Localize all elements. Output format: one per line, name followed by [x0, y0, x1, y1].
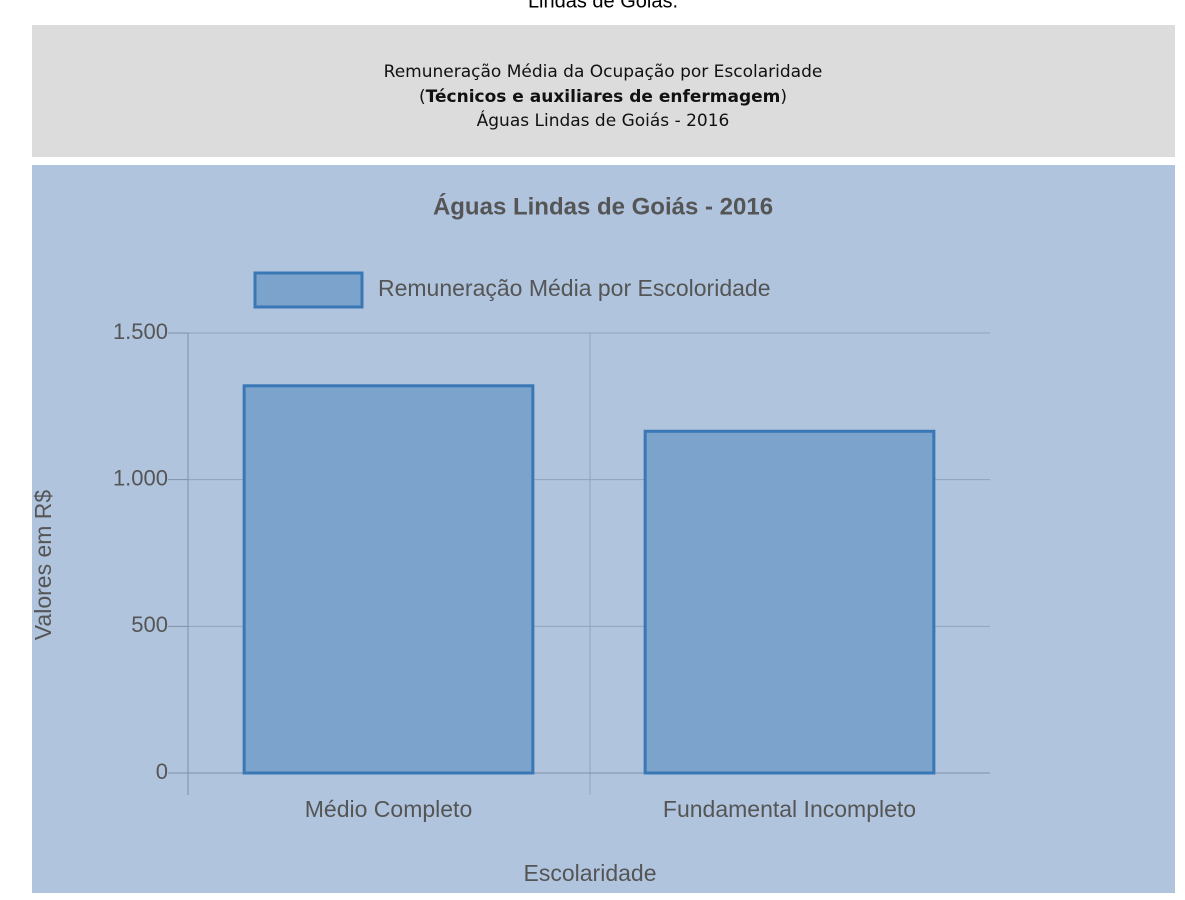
- header-line: Remuneração Média da Ocupação por Escola…: [384, 62, 823, 82]
- y-tick-label: 1.000: [113, 465, 168, 490]
- x-tick-label: Fundamental Incompleto: [663, 796, 916, 822]
- legend-label: Remuneração Média por Escoloridade: [378, 275, 771, 301]
- chart-panel: [32, 165, 1175, 893]
- occupation: Técnicos e auxiliares de enfermagem: [426, 87, 781, 107]
- paren: ): [780, 87, 787, 107]
- legend-swatch: [253, 271, 364, 309]
- x-axis-label: Escolaridade: [524, 860, 657, 886]
- header-box: [32, 25, 1175, 157]
- y-tick-label: 500: [131, 612, 168, 637]
- header-line: (Técnicos e auxiliares de enfermagem): [419, 87, 787, 107]
- y-tick-label: 0: [156, 759, 168, 784]
- bar: [242, 384, 535, 775]
- caption: Lindas de Goiás.: [528, 0, 678, 12]
- y-tick-label: 1.500: [113, 319, 168, 344]
- bar: [643, 429, 936, 775]
- y-axis-label: Valores em R$: [30, 490, 56, 641]
- x-tick-label: Médio Completo: [305, 796, 472, 822]
- paren: (: [419, 87, 426, 107]
- header-line: Águas Lindas de Goiás - 2016: [477, 109, 730, 131]
- chart-title: Águas Lindas de Goiás - 2016: [433, 192, 773, 220]
